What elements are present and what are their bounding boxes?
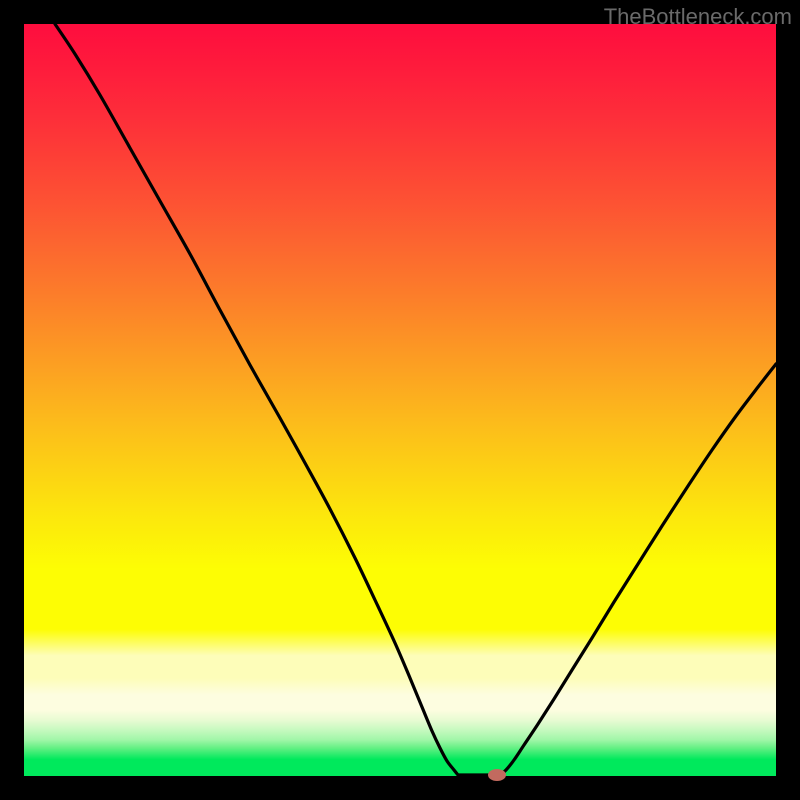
bottleneck-chart: TheBottleneck.com bbox=[0, 0, 800, 800]
chart-canvas bbox=[0, 0, 800, 800]
chart-plot-area bbox=[24, 24, 776, 776]
minimum-marker bbox=[488, 769, 506, 781]
